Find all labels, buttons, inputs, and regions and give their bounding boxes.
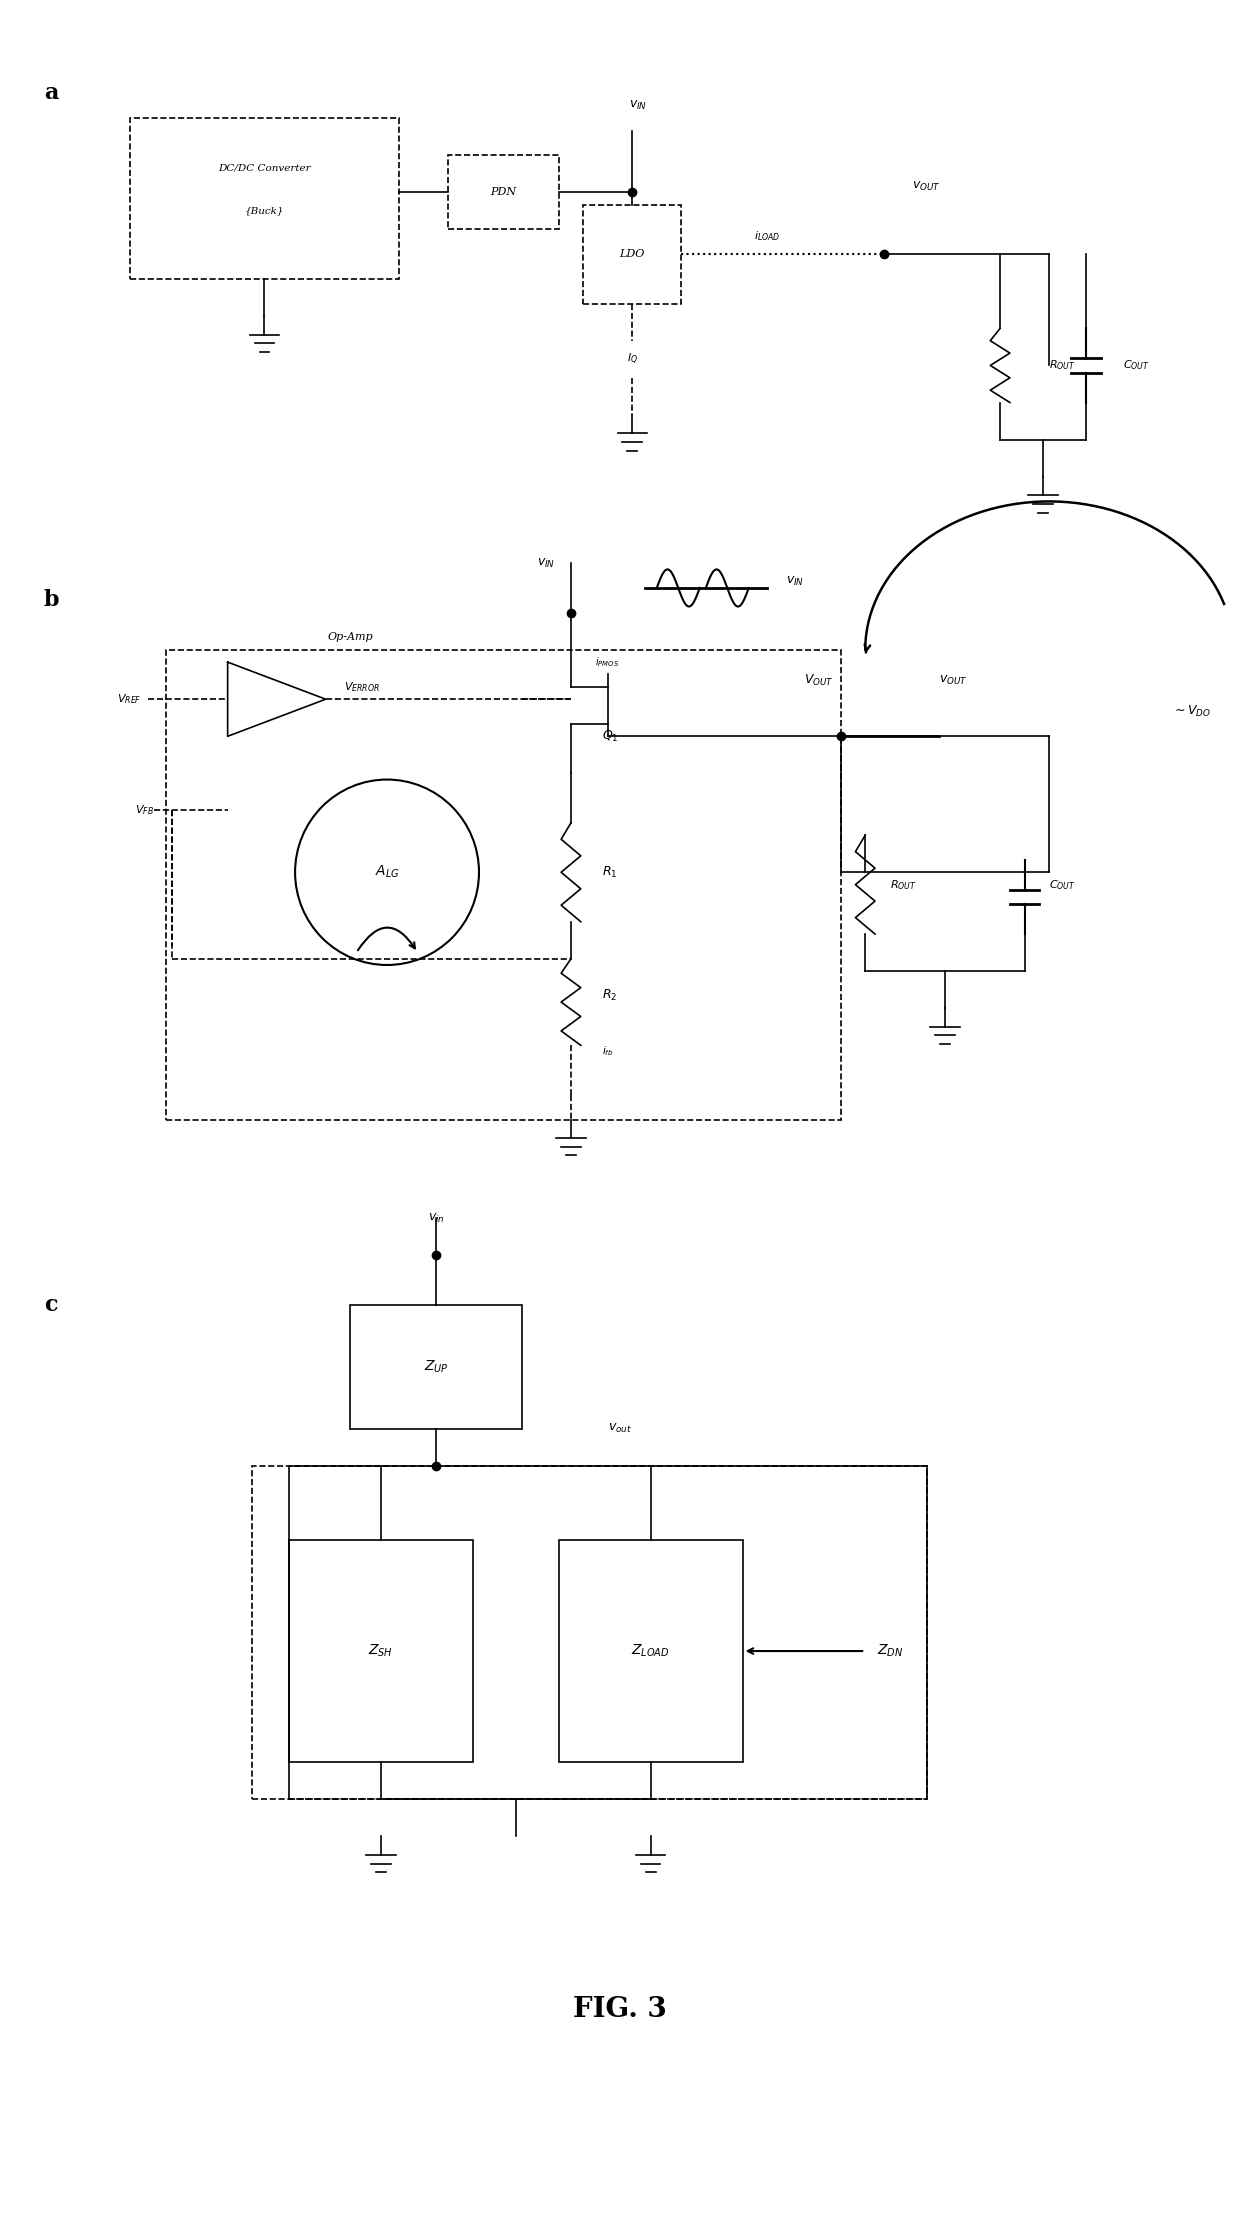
Text: $V_{OUT}$: $V_{OUT}$ xyxy=(804,674,833,687)
Text: $v_{in}$: $v_{in}$ xyxy=(428,1211,444,1225)
Text: c: c xyxy=(43,1294,57,1317)
Text: $I_Q$: $I_Q$ xyxy=(626,352,637,367)
Text: $i_{fb}$: $i_{fb}$ xyxy=(601,1046,614,1059)
Text: $v_{IN}$: $v_{IN}$ xyxy=(629,99,647,112)
Text: $i_{PMOS}$: $i_{PMOS}$ xyxy=(595,656,620,669)
Text: $R_{OUT}$: $R_{OUT}$ xyxy=(1049,358,1076,372)
Text: $v_{IN}$: $v_{IN}$ xyxy=(537,558,556,569)
Text: b: b xyxy=(43,589,60,611)
Text: $Z_{SH}$: $Z_{SH}$ xyxy=(368,1643,393,1659)
Text: $V_{REF}$: $V_{REF}$ xyxy=(118,692,141,705)
Text: DC/DC Converter: DC/DC Converter xyxy=(218,163,311,172)
Text: $V_{ERROR}$: $V_{ERROR}$ xyxy=(345,681,381,694)
Text: $v_{OUT}$: $v_{OUT}$ xyxy=(939,674,967,687)
Text: $v_{OUT}$: $v_{OUT}$ xyxy=(913,179,941,193)
Text: $R_1$: $R_1$ xyxy=(601,864,618,880)
Text: $Z_{UP}$: $Z_{UP}$ xyxy=(424,1359,449,1375)
Text: $Z_{DN}$: $Z_{DN}$ xyxy=(878,1643,904,1659)
Text: $i_{LOAD}$: $i_{LOAD}$ xyxy=(754,228,780,242)
Text: $v_{out}$: $v_{out}$ xyxy=(608,1422,632,1435)
Text: a: a xyxy=(43,83,58,105)
Text: $V_{FB}$: $V_{FB}$ xyxy=(135,804,154,817)
Text: FIG. 3: FIG. 3 xyxy=(573,1995,667,2024)
Text: $R_2$: $R_2$ xyxy=(601,987,618,1003)
Text: $v_{IN}$: $v_{IN}$ xyxy=(785,575,804,589)
Text: LDO: LDO xyxy=(620,249,645,260)
Text: $\sim V_{DO}$: $\sim V_{DO}$ xyxy=(1172,703,1211,719)
Text: $C_{OUT}$: $C_{OUT}$ xyxy=(1049,878,1076,891)
Text: Op-Amp: Op-Amp xyxy=(327,631,373,643)
Text: $Q_1$: $Q_1$ xyxy=(601,728,619,743)
Text: $Z_{LOAD}$: $Z_{LOAD}$ xyxy=(631,1643,670,1659)
Text: $R_{OUT}$: $R_{OUT}$ xyxy=(890,878,916,891)
Text: {Buck}: {Buck} xyxy=(244,206,284,215)
Text: $C_{OUT}$: $C_{OUT}$ xyxy=(1122,358,1149,372)
Text: PDN: PDN xyxy=(491,188,517,197)
Text: $A_{LG}$: $A_{LG}$ xyxy=(374,864,399,880)
